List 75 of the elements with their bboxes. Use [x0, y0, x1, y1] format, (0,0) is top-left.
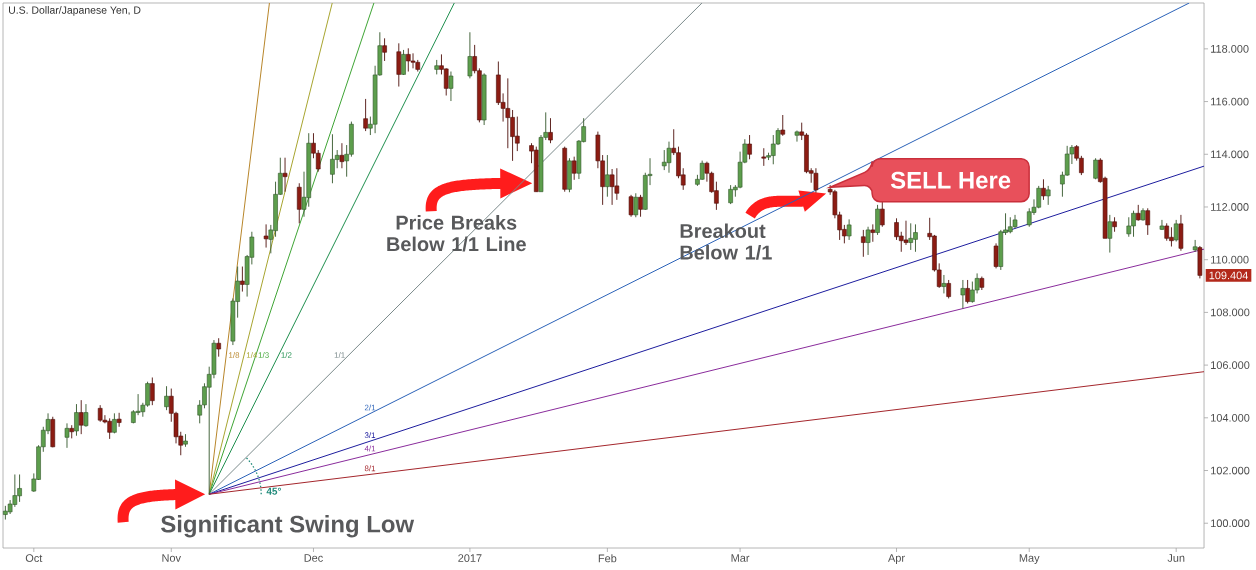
y-tick-label: 104.000 [1211, 413, 1250, 422]
candlestick [263, 223, 269, 249]
candlestick [164, 385, 169, 411]
y-tick-label: 110.000 [1211, 255, 1249, 264]
candlestick [1173, 219, 1179, 242]
y-tick-label: 114.000 [1211, 150, 1249, 159]
candlestick [339, 142, 345, 169]
x-tick-label: Jun [1167, 554, 1185, 562]
x-tick-label: Mar [731, 554, 750, 562]
x-tick-label: Dec [304, 554, 323, 562]
candlestick [1159, 219, 1165, 231]
candlestick [908, 222, 914, 251]
candlestick [946, 279, 951, 299]
candlestick [1045, 185, 1051, 206]
y-tick-label: 106.000 [1211, 361, 1250, 369]
candlestick [865, 226, 871, 256]
candlestick [638, 194, 643, 218]
candlestick [396, 42, 402, 87]
candlestick [846, 218, 852, 241]
candlestick [666, 141, 672, 174]
candlestick [609, 168, 615, 206]
candlestick [699, 160, 705, 181]
candlestick [548, 117, 553, 144]
candlestick [330, 133, 335, 184]
candlestick [861, 229, 866, 258]
candlestick [941, 274, 947, 294]
x-tick-label: Feb [598, 554, 617, 563]
candlestick [1192, 239, 1198, 253]
x-tick-label: Nov [162, 554, 181, 562]
candlestick [382, 37, 387, 62]
candlestick [448, 71, 454, 102]
annotation: 109.404 [1209, 271, 1248, 280]
annotation: 45° [266, 487, 282, 495]
y-tick-label: 116.000 [1211, 97, 1249, 106]
x-tick-label: 2017 [458, 554, 482, 562]
candlestick [443, 67, 449, 96]
annotation: SELL Here [890, 171, 1011, 189]
candlestick [282, 157, 288, 193]
x-tick-label: Oct [25, 554, 43, 562]
y-tick-label: 118.000 [1211, 44, 1249, 53]
x-tick-label: Apr [888, 554, 905, 564]
candlestick [1145, 207, 1151, 236]
y-tick-label: 100.000 [1211, 519, 1250, 528]
candlestick [83, 403, 89, 428]
candlestick [410, 52, 416, 69]
candlestick [74, 403, 79, 437]
chart-title: U.S. Dollar/Japanese Yen, D [9, 6, 141, 16]
candlestick [401, 49, 406, 76]
candlestick [605, 154, 610, 198]
candlestick [993, 242, 999, 269]
candlestick [216, 337, 221, 358]
y-tick-label: 102.000 [1211, 466, 1250, 475]
candlestick [780, 114, 786, 137]
candlestick [240, 266, 245, 293]
candlestick [875, 204, 880, 236]
candlestick [296, 182, 302, 224]
candlestick [363, 98, 368, 132]
candlestick [747, 134, 752, 160]
candlestick [879, 201, 885, 228]
candlestick [116, 412, 122, 428]
candlestick [1126, 216, 1132, 238]
candlestick [960, 279, 966, 309]
annotation: Significant Swing Low [161, 515, 415, 538]
y-tick-label: 112.000 [1211, 203, 1249, 211]
candlestick [467, 31, 473, 79]
candlestick [64, 422, 70, 449]
candlestick [794, 130, 800, 143]
candlestick [965, 279, 970, 304]
x-tick-label: May [1019, 554, 1040, 564]
candlestick [1041, 178, 1046, 201]
candlestick [628, 194, 634, 218]
candlestick [813, 167, 819, 194]
candlestick [150, 377, 155, 406]
candlestick [571, 156, 577, 181]
y-tick-label: 108.000 [1211, 308, 1250, 317]
